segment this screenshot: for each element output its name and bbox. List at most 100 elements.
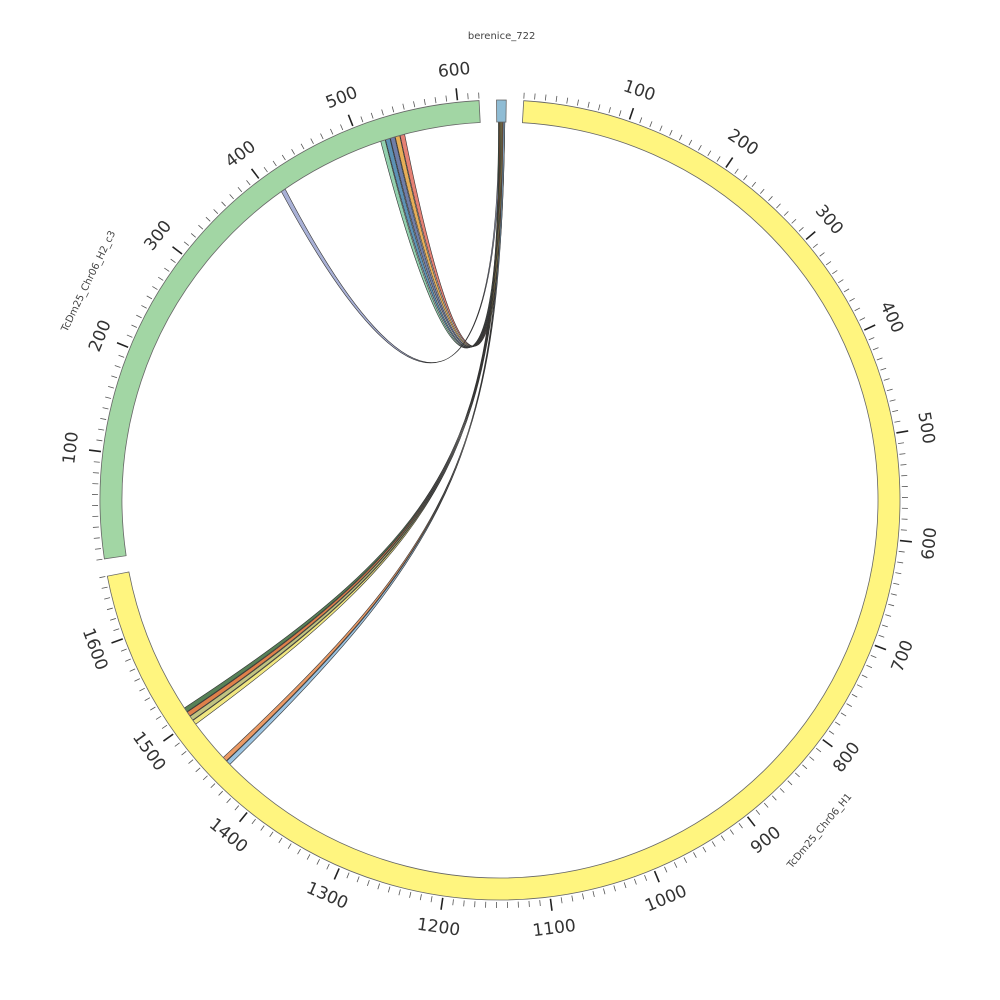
tick-mark <box>162 733 174 742</box>
tick-mark <box>430 896 433 903</box>
tick-mark <box>896 430 909 434</box>
tick-mark <box>863 324 876 331</box>
tick-mark <box>787 780 793 786</box>
tick-mark <box>113 628 120 632</box>
tick-mark <box>281 154 286 161</box>
tick-mark <box>846 703 852 708</box>
tick-label: 700 <box>888 637 918 674</box>
tick-mark <box>409 891 412 898</box>
tick-mark <box>851 693 858 698</box>
tick-mark <box>340 124 344 131</box>
tick-mark <box>716 156 721 162</box>
tick-mark <box>707 150 712 157</box>
tick-mark <box>452 899 454 906</box>
tick-mark <box>702 846 707 853</box>
tick-mark <box>106 607 113 611</box>
tick-mark <box>623 882 627 889</box>
tick-mark <box>172 246 183 255</box>
tick-mark <box>874 644 887 651</box>
tick-mark <box>360 116 364 123</box>
tick-mark <box>377 883 380 890</box>
tick-mark <box>798 226 804 232</box>
tick-mark <box>885 614 892 617</box>
tick-mark <box>539 899 541 907</box>
tick-mark <box>693 852 697 858</box>
tick-mark <box>653 870 660 883</box>
tick-mark <box>347 114 354 127</box>
tick-mark <box>144 697 151 701</box>
tick-mark <box>755 809 761 815</box>
tick-mark <box>555 95 558 102</box>
tick-mark <box>571 895 574 902</box>
tick-mark <box>720 835 725 841</box>
tick-label: 1400 <box>205 814 251 857</box>
tick-mark <box>802 764 808 770</box>
tick-mark <box>440 897 444 910</box>
tick-mark <box>834 721 841 726</box>
tick-mark <box>170 258 176 263</box>
tick-label: 300 <box>811 201 847 239</box>
tick-mark <box>856 684 863 688</box>
tick-mark <box>310 138 314 145</box>
tick-mark <box>608 107 611 114</box>
tick-mark <box>897 561 904 564</box>
tick-mark <box>398 889 401 896</box>
tick-mark <box>300 143 305 150</box>
tick-mark <box>141 305 147 309</box>
tick-mark <box>326 863 330 870</box>
tick-mark <box>278 837 283 844</box>
tick-mark <box>445 95 448 102</box>
tick-mark <box>134 678 141 682</box>
tick-mark <box>174 742 180 747</box>
tick-mark <box>118 354 125 358</box>
tick-label: 1200 <box>416 915 462 941</box>
tick-mark <box>868 337 875 341</box>
tick-label: 100 <box>59 431 83 466</box>
tick-mark <box>238 811 248 823</box>
labels-layer: berenice_722 TcDm25_Chr06_H1 TcDm25_Chr0… <box>59 31 854 872</box>
tick-mark <box>899 453 906 455</box>
tick-mark <box>381 109 384 116</box>
tick-mark <box>880 367 887 371</box>
tick-mark <box>111 638 124 644</box>
tick-mark <box>644 874 648 881</box>
tick-mark <box>603 888 606 895</box>
tick-mark <box>582 893 585 900</box>
tick-mark <box>98 428 105 431</box>
tick-mark <box>402 103 405 110</box>
tick-mark <box>109 618 116 621</box>
tick-mark <box>146 295 153 300</box>
tick-mark <box>566 97 569 104</box>
tick-mark <box>893 582 900 585</box>
tick-mark <box>96 439 103 442</box>
tick-mark <box>195 767 201 773</box>
tick-mark <box>776 203 781 209</box>
tick-mark <box>861 674 868 679</box>
tick-mark <box>190 233 196 238</box>
tick-mark <box>673 862 678 868</box>
tick-mark <box>370 112 374 119</box>
tick-mark <box>108 386 115 389</box>
segment-label-h2-c3: TcDm25_Chr06_H2_c3 <box>59 229 118 334</box>
tick-mark <box>263 166 268 173</box>
tick-mark <box>463 900 465 907</box>
tick-mark <box>805 231 816 241</box>
tick-mark <box>99 576 106 579</box>
tick-mark <box>560 897 563 904</box>
tick-mark <box>738 823 743 829</box>
tick-mark <box>155 715 162 720</box>
tick-mark <box>202 775 208 781</box>
tick-mark <box>330 128 334 135</box>
segment-label-berenice: berenice_722 <box>468 31 535 42</box>
tick-mark <box>898 550 905 553</box>
segment-TcDm25_Chr06_H2_c3 <box>99 100 481 560</box>
tick-mark <box>183 241 190 246</box>
tick-mark <box>812 243 818 249</box>
tick-mark <box>819 252 825 257</box>
tick-mark <box>794 772 800 778</box>
tick-mark <box>198 224 204 230</box>
tick-mark <box>269 831 274 838</box>
tick-mark <box>832 270 838 275</box>
